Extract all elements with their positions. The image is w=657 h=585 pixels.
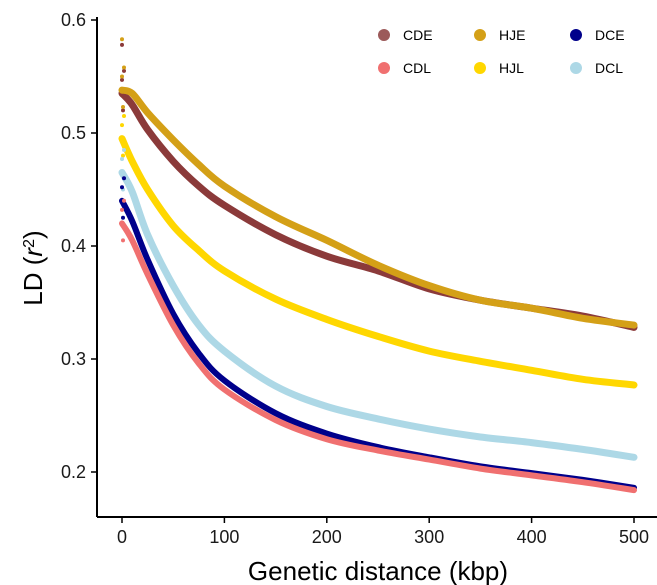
y-axis-title-variable: r <box>18 247 48 257</box>
y-tick-label: 0.5 <box>61 123 86 143</box>
legend-marker-dce <box>570 29 582 41</box>
series-point-hjl <box>121 153 125 158</box>
y-axis-title-close: ) <box>18 230 48 239</box>
legend-marker-dcl <box>570 62 582 74</box>
legend-label-dce: DCE <box>595 27 625 43</box>
legend-marker-hje <box>474 29 486 41</box>
series-point-cde <box>121 108 125 113</box>
series-point-cde <box>120 77 124 82</box>
x-tick-label: 100 <box>209 527 239 547</box>
legend-marker-hjl <box>474 62 486 74</box>
x-tick-label: 300 <box>414 527 444 547</box>
y-tick-label: 0.4 <box>61 236 86 256</box>
x-tick-label: 0 <box>117 527 127 547</box>
series-point-hje <box>121 105 125 110</box>
series-point-dce <box>120 185 124 190</box>
legend-label-cdl: CDL <box>403 60 431 76</box>
series-point-hjl <box>122 114 126 119</box>
y-tick-label: 0.2 <box>61 462 86 482</box>
x-axis-ticks: 0 100 200 300 400 500 <box>117 517 649 547</box>
series-point-cde <box>122 68 126 73</box>
series-point-hje <box>120 74 124 79</box>
y-axis-ticks: 0.2 0.3 0.4 0.5 0.6 <box>61 10 97 482</box>
series-line-dcl <box>118 169 638 461</box>
series-line-cdl <box>119 220 637 494</box>
x-tick-label: 200 <box>312 527 342 547</box>
y-axis-title-superscript: 2 <box>21 239 38 248</box>
outlier-point <box>120 42 124 47</box>
series-line-hjl <box>118 135 638 389</box>
series-point-hjl <box>120 123 124 128</box>
y-axis-title-main: LD ( <box>18 256 48 305</box>
legend-label-dcl: DCL <box>595 60 623 76</box>
series-point-hje <box>122 65 126 70</box>
series-point-dcl <box>122 147 126 152</box>
outlier-point <box>120 37 124 42</box>
series-line-cde <box>118 89 638 331</box>
y-tick-label: 0.6 <box>61 10 86 30</box>
x-tick-label: 400 <box>517 527 547 547</box>
legend-label-cde: CDE <box>403 27 433 43</box>
legend-marker-cdl <box>378 62 390 74</box>
x-axis-title: Genetic distance (kbp) <box>248 556 508 585</box>
outlier-layer <box>120 37 124 47</box>
y-tick-label: 0.3 <box>61 349 86 369</box>
series-point-cdl <box>121 238 125 243</box>
series-point-dce <box>121 215 125 220</box>
legend-marker-cde <box>378 29 390 41</box>
legend: CDE HJE DCE CDL HJL DCL <box>378 27 625 76</box>
series-layer <box>118 65 638 494</box>
series-line-hje <box>118 86 638 329</box>
series-point-cdl <box>122 198 126 203</box>
series-point-cdl <box>120 207 124 212</box>
y-axis-title: LD (r2) <box>18 230 48 305</box>
legend-label-hje: HJE <box>499 27 525 43</box>
legend-label-hjl: HJL <box>499 60 524 76</box>
x-tick-label: 500 <box>619 527 649 547</box>
series-point-dce <box>122 176 126 181</box>
series-point-dcl <box>120 156 124 161</box>
